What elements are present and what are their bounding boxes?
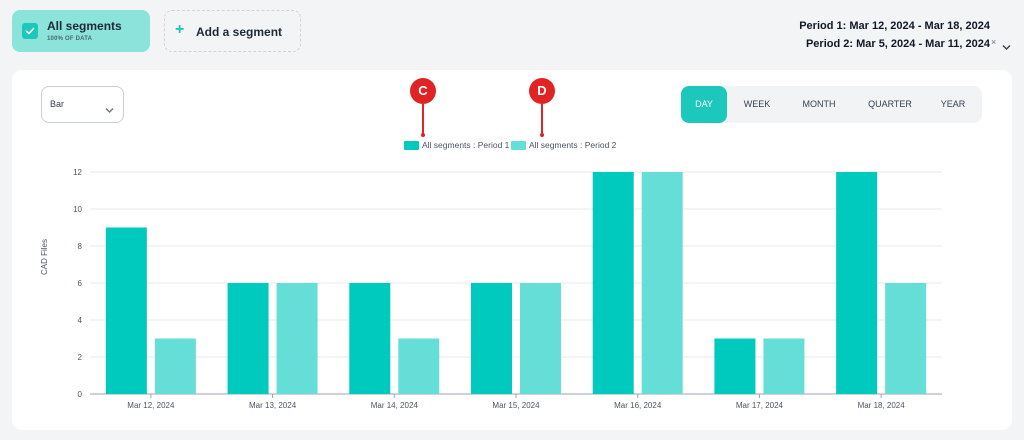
legend-label-period-1: All segments : Period 1 xyxy=(422,140,510,150)
bar-period-1 xyxy=(227,283,269,394)
marker-d-dot xyxy=(540,133,544,137)
tab-week[interactable]: WEEK xyxy=(743,99,771,109)
x-tick-label: Mar 18, 2024 xyxy=(858,401,906,410)
segment-card-all-segments[interactable]: All segments 100% OF DATA xyxy=(12,10,150,52)
tab-quarter[interactable]: QUARTER xyxy=(868,99,912,109)
tab-year[interactable]: YEAR xyxy=(940,99,966,109)
marker-c-dot xyxy=(421,133,425,137)
clear-period-icon[interactable]: × xyxy=(991,37,997,47)
segment-title: All segments xyxy=(47,19,122,33)
legend-swatch-period-2 xyxy=(511,141,526,150)
y-tick-label: 4 xyxy=(78,316,83,325)
bar-period-1 xyxy=(471,283,512,394)
y-tick-label: 8 xyxy=(78,242,83,251)
period-1-range: Period 1: Mar 12, 2024 - Mar 18, 2024 xyxy=(799,20,990,32)
chart-type-value: Bar xyxy=(50,99,65,109)
bar-period-2 xyxy=(763,338,805,394)
chevron-down-icon[interactable] xyxy=(1002,38,1011,56)
legend-swatch-period-1 xyxy=(404,141,419,150)
checkbox-checked-icon[interactable] xyxy=(22,23,38,39)
x-tick-label: Mar 14, 2024 xyxy=(371,401,419,410)
bar-period-2 xyxy=(154,338,196,394)
marker-c-line xyxy=(422,104,424,134)
bar-chart: 0 2 4 6 8 10 12 Mar 12, 2024 Mar 13, 2024 Mar 14,… xyxy=(73,168,942,410)
period-2-range[interactable]: Period 2: Mar 5, 2024 - Mar 11, 2024 xyxy=(805,38,990,50)
plus-icon: + xyxy=(175,21,185,38)
marker-d-line xyxy=(541,104,543,134)
x-tick-label: Mar 15, 2024 xyxy=(492,401,540,410)
bar-period-1 xyxy=(836,172,878,394)
bar-period-1 xyxy=(592,172,634,394)
bar-period-2 xyxy=(276,283,318,394)
add-segment-label: Add a segment xyxy=(196,25,283,39)
bar-period-2 xyxy=(885,283,927,394)
segment-subtitle: 100% OF DATA xyxy=(47,36,93,42)
y-tick-label: 2 xyxy=(78,353,83,362)
x-tick-label: Mar 13, 2024 xyxy=(249,401,297,410)
y-tick-label: 10 xyxy=(73,205,82,214)
bar-period-2 xyxy=(520,283,561,394)
marker-d: D xyxy=(529,78,555,104)
bar-period-1 xyxy=(105,227,147,394)
y-tick-label: 6 xyxy=(78,279,83,288)
legend-item-period-2[interactable]: All segments : Period 2 xyxy=(511,140,621,152)
bar-period-2 xyxy=(641,172,683,394)
tab-day[interactable]: DAY xyxy=(681,86,727,123)
bar-period-2 xyxy=(398,338,440,394)
y-tick-label: 12 xyxy=(73,168,82,177)
x-tick-label: Mar 12, 2024 xyxy=(127,401,175,410)
marker-c: C xyxy=(410,78,436,104)
legend-item-period-1[interactable]: All segments : Period 1 xyxy=(404,140,509,152)
tab-month[interactable]: MONTH xyxy=(802,99,836,109)
chevron-down-icon xyxy=(105,101,114,119)
bar-period-1 xyxy=(714,338,756,394)
chart-type-select[interactable]: Bar xyxy=(41,86,124,123)
granularity-tabs: DAY WEEK MONTH QUARTER YEAR xyxy=(681,86,982,123)
x-tick-label: Mar 16, 2024 xyxy=(614,401,662,410)
add-segment-button[interactable]: + Add a segment xyxy=(164,10,301,52)
x-tick-label: Mar 17, 2024 xyxy=(736,401,784,410)
bar-period-1 xyxy=(349,283,391,394)
chart-panel: Bar DAY WEEK MONTH QUARTER YEAR C D All … xyxy=(12,70,1012,430)
y-tick-label: 0 xyxy=(78,390,83,399)
legend-label-period-2: All segments : Period 2 xyxy=(529,140,617,150)
